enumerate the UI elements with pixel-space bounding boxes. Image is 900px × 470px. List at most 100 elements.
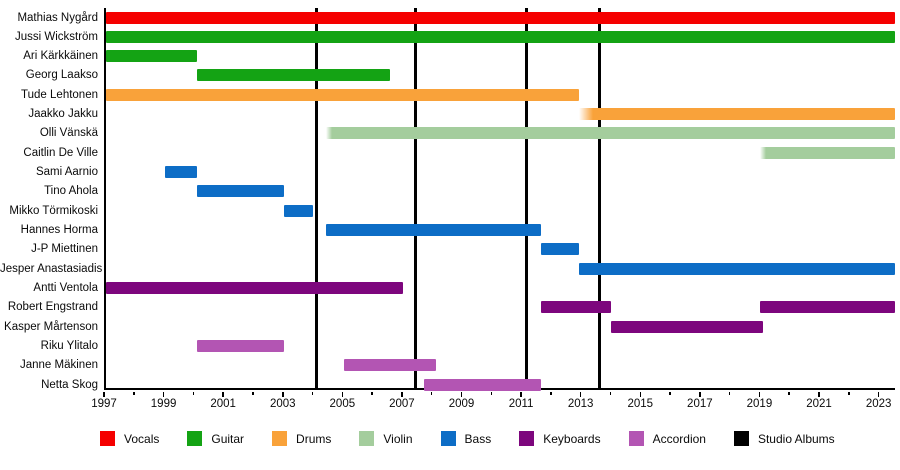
- member-bar-accordion: [423, 378, 542, 391]
- member-bar-guitar: [106, 30, 895, 43]
- axis-tick-major: [639, 392, 642, 397]
- legend-item-studio-albums: Studio Albums: [733, 431, 835, 446]
- member-bar-accordion: [196, 340, 285, 353]
- studio-album-line: [525, 8, 528, 388]
- member-label: Mathias Nygård: [17, 11, 98, 24]
- axis-tick-label: 2019: [746, 398, 773, 410]
- axis-tick-label: 1997: [91, 398, 117, 410]
- member-label: Olli Vänskä: [39, 127, 98, 140]
- axis-tick-minor: [669, 392, 671, 395]
- legend-swatch: [100, 431, 115, 446]
- member-bar-accordion: [343, 359, 436, 372]
- axis-tick-major: [699, 392, 701, 397]
- axis-tick-minor: [133, 392, 135, 395]
- member-label: Hannes Horma: [20, 224, 98, 237]
- axis-tick-major: [282, 392, 284, 397]
- member-bar-drums: [106, 88, 579, 101]
- member-label: J-P Miettinen: [31, 243, 98, 256]
- member-bar-keyboards: [759, 301, 895, 314]
- axis-tick-label: 2005: [329, 398, 356, 410]
- member-bar-violin: [325, 127, 895, 140]
- axis-tick-major: [103, 392, 105, 397]
- member-label: Robert Engstrand: [7, 301, 98, 314]
- member-bar-drums: [578, 108, 895, 121]
- member-label: Mikko Törmikoski: [9, 204, 98, 217]
- legend-label: Bass: [464, 431, 492, 446]
- axis-tick-label: 1999: [150, 398, 177, 410]
- axis-tick-minor: [788, 392, 790, 395]
- legend-swatch: [440, 431, 456, 446]
- member-label: Caitlin De Ville: [23, 146, 98, 159]
- axis-tick-minor: [311, 392, 314, 395]
- axis-tick-major: [222, 392, 224, 397]
- axis-tick-major: [401, 392, 403, 397]
- axis-tick-minor: [371, 392, 373, 395]
- member-bar-bass: [196, 185, 285, 198]
- axis-tick-major: [460, 392, 463, 397]
- legend-label: Keyboards: [543, 431, 601, 446]
- axis-tick-label: 2017: [687, 398, 713, 410]
- member-bar-bass: [165, 166, 197, 179]
- legend-label: Drums: [296, 431, 332, 446]
- member-bar-violin: [759, 146, 895, 159]
- legend-item-guitar: Guitar: [187, 431, 244, 446]
- axis-tick-minor: [430, 392, 433, 395]
- legend-swatch: [272, 431, 288, 446]
- legend-label: Studio Albums: [757, 431, 835, 446]
- member-bar-bass: [541, 243, 579, 256]
- axis-tick-label: 2015: [627, 398, 654, 410]
- member-bar-keyboards: [106, 282, 404, 295]
- legend-item-violin: Violin: [359, 431, 413, 446]
- member-label: Tude Lehtonen: [21, 88, 98, 101]
- legend-label: Accordion: [652, 431, 706, 446]
- member-bar-bass: [284, 204, 313, 217]
- legend-label: Violin: [383, 431, 413, 446]
- member-label: Jussi Wickström: [14, 30, 98, 43]
- legend-item-bass: Bass: [440, 431, 492, 446]
- legend-label: Vocals: [124, 431, 160, 446]
- member-bar-bass: [578, 262, 895, 275]
- member-label: Jesper Anastasiadis: [0, 262, 103, 275]
- axis-tick-label: 2023: [865, 398, 892, 410]
- legend-swatch: [733, 431, 749, 446]
- member-bar-guitar: [196, 69, 390, 82]
- axis-tick-major: [162, 392, 165, 397]
- x-axis: 1997 1999 2001 2003 2005 2007 2009 2011 2013 2015…: [91, 390, 895, 414]
- legend-item-keyboards: Keyboards: [519, 431, 601, 446]
- member-label: Ari Kärkkäinen: [23, 50, 98, 63]
- legend-swatch: [628, 431, 644, 446]
- member-label: Jaakko Jakku: [28, 108, 98, 121]
- axis-tick-minor: [848, 392, 850, 395]
- legend-item-vocals: Vocals: [100, 431, 159, 446]
- axis-tick-label: 2009: [448, 398, 475, 410]
- axis-tick-label: 2021: [806, 398, 832, 410]
- member-bar-vocals: [106, 11, 895, 24]
- member-label: Georg Laakso: [25, 69, 98, 82]
- legend: Vocals Guitar Drums Violin Bass Keyboards Acco…: [100, 431, 835, 446]
- axis-tick-minor: [609, 392, 612, 395]
- axis-tick-major: [520, 392, 522, 397]
- legend-item-accordion: Accordion: [628, 431, 706, 446]
- legend-item-drums: Drums: [272, 431, 331, 446]
- member-label: Janne Mäkinen: [20, 359, 98, 372]
- legend-swatch: [187, 431, 203, 446]
- axis-tick-label: 2011: [508, 398, 534, 410]
- axis-tick-major: [818, 392, 820, 397]
- axis-tick-minor: [252, 392, 254, 395]
- plot-area: [104, 8, 895, 391]
- member-label: Sami Aarnio: [35, 166, 98, 179]
- member-bar-guitar: [106, 50, 197, 63]
- studio-album-line: [413, 8, 417, 388]
- axis-tick-minor: [728, 392, 731, 395]
- axis-tick-major: [877, 392, 880, 397]
- member-label: Kasper Mårtenson: [4, 320, 98, 333]
- axis-tick-major: [341, 392, 344, 397]
- axis-tick-minor: [550, 392, 552, 395]
- axis-tick-label: 2003: [269, 398, 296, 410]
- axis-tick-label: 2001: [210, 398, 236, 410]
- member-bar-keyboards: [611, 320, 763, 333]
- member-labels: Mathias Nygård Jussi Wickström Ari Kärkkäi…: [0, 8, 103, 391]
- axis-tick-label: 2013: [567, 398, 594, 410]
- studio-album-line: [597, 8, 601, 388]
